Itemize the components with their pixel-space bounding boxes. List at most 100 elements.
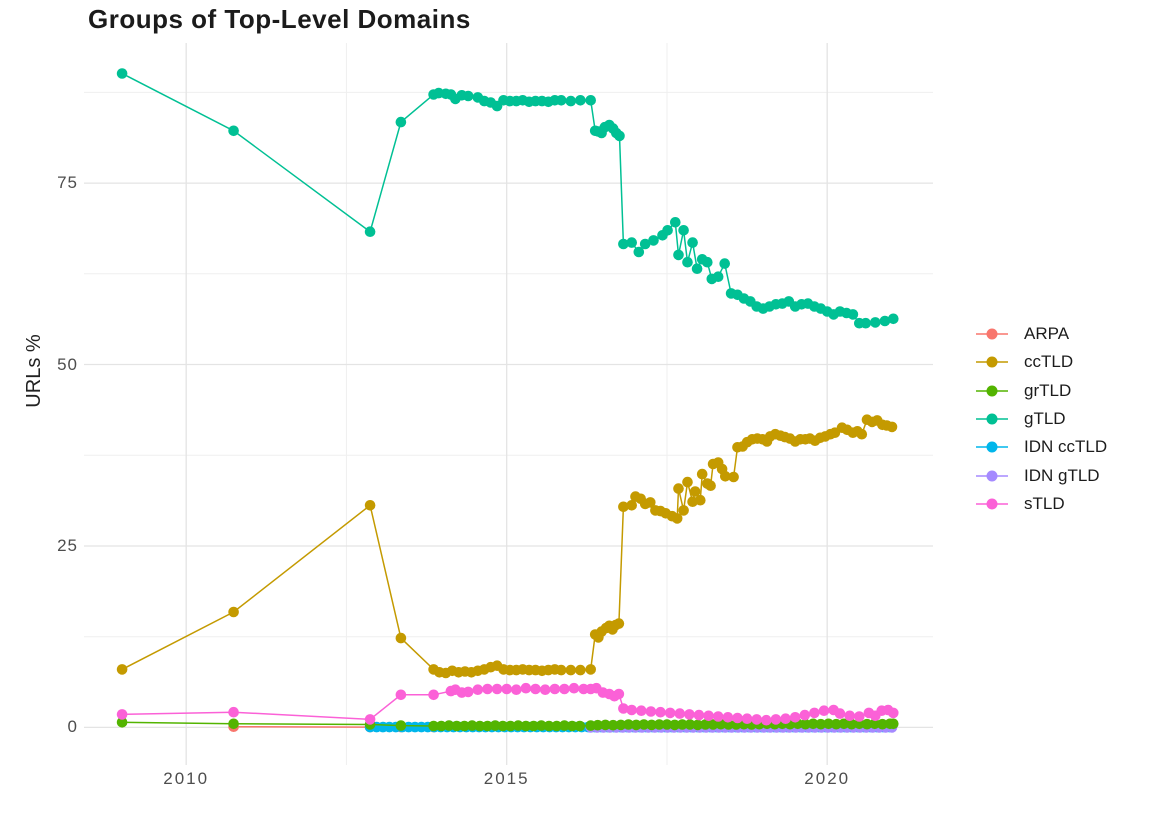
data-point (459, 720, 470, 732)
data-point (661, 719, 673, 730)
data-point (846, 718, 857, 730)
data-point (489, 720, 501, 731)
data-point (741, 713, 753, 724)
data-point (574, 720, 586, 732)
data-point (559, 720, 570, 731)
data-point (482, 683, 493, 695)
data-point (719, 258, 730, 269)
data-point (618, 501, 629, 513)
legend-key-icon (976, 356, 1008, 368)
data-point (482, 720, 493, 732)
data-point (645, 497, 656, 508)
data-point (869, 718, 880, 730)
data-point (228, 718, 239, 730)
data-point (856, 428, 868, 440)
data-point (682, 256, 693, 268)
data-point (670, 217, 681, 228)
data-point (512, 720, 524, 731)
y-tick-label: 25 (57, 535, 78, 555)
data-point (555, 664, 567, 676)
data-point (815, 718, 827, 730)
legend-label: sTLD (1024, 493, 1065, 513)
data-point (585, 95, 596, 106)
data-point (844, 710, 855, 722)
x-tick-label: 2010 (163, 769, 210, 788)
legend-key-icon (976, 470, 1008, 482)
data-point (636, 705, 647, 716)
data-point (673, 249, 684, 261)
data-point (395, 632, 407, 644)
data-point (474, 720, 486, 732)
data-point (395, 116, 407, 128)
legend-item-stld: sTLD (975, 490, 1107, 518)
data-point (614, 130, 625, 142)
data-point (712, 711, 724, 722)
data-point (395, 689, 407, 701)
data-point (559, 683, 570, 695)
data-point (626, 704, 637, 716)
data-point (703, 710, 714, 722)
data-point (770, 714, 782, 725)
data-point (834, 708, 846, 719)
data-point (501, 683, 512, 695)
data-point (364, 500, 376, 511)
data-point (696, 468, 708, 480)
data-point (626, 237, 637, 248)
legend-key-icon (976, 385, 1008, 397)
data-point (618, 703, 629, 714)
data-point (566, 720, 578, 732)
legend-label: ARPA (1024, 324, 1070, 344)
data-point (684, 709, 695, 720)
data-point (607, 719, 619, 731)
legend-key-icon (976, 328, 1008, 340)
data-point (497, 720, 509, 732)
data-point (664, 707, 676, 719)
data-point (751, 714, 762, 725)
data-point (511, 684, 522, 695)
data-point (116, 717, 128, 728)
data-point (565, 95, 577, 107)
data-point (838, 718, 850, 730)
data-point (646, 719, 657, 731)
data-point (732, 712, 743, 724)
data-point (693, 709, 705, 721)
data-point (228, 606, 239, 618)
data-point (228, 706, 239, 718)
data-point (436, 720, 447, 732)
data-point (615, 719, 627, 731)
legend-item-arpa: ARPA (975, 320, 1107, 348)
data-point (116, 68, 128, 79)
data-point (520, 682, 532, 694)
data-point (505, 720, 516, 732)
legend-label: gTLD (1024, 409, 1066, 429)
data-point (728, 471, 739, 483)
data-point (626, 500, 637, 511)
x-tick-label: 2015 (483, 769, 530, 788)
series-sTLD (116, 682, 899, 726)
data-point (613, 618, 625, 629)
data-point (520, 720, 532, 732)
legend-label: IDN ccTLD (1024, 437, 1108, 457)
data-point (551, 720, 562, 732)
data-point (116, 709, 128, 720)
data-point (613, 688, 625, 700)
legend-label: IDN gTLD (1024, 465, 1100, 485)
data-point (673, 483, 684, 494)
data-point (677, 719, 688, 730)
x-tick-label: 2020 (804, 769, 851, 788)
data-point (807, 718, 819, 730)
data-point (565, 664, 577, 676)
data-point (568, 682, 580, 694)
data-point (645, 706, 657, 717)
legend-key-icon (976, 413, 1008, 425)
data-point (823, 718, 834, 730)
data-point (462, 90, 474, 102)
data-point (600, 719, 611, 731)
data-point (364, 714, 376, 725)
data-point (888, 313, 899, 325)
data-point (799, 709, 811, 721)
data-point (443, 720, 455, 731)
data-point (818, 705, 830, 716)
data-point (575, 95, 586, 106)
